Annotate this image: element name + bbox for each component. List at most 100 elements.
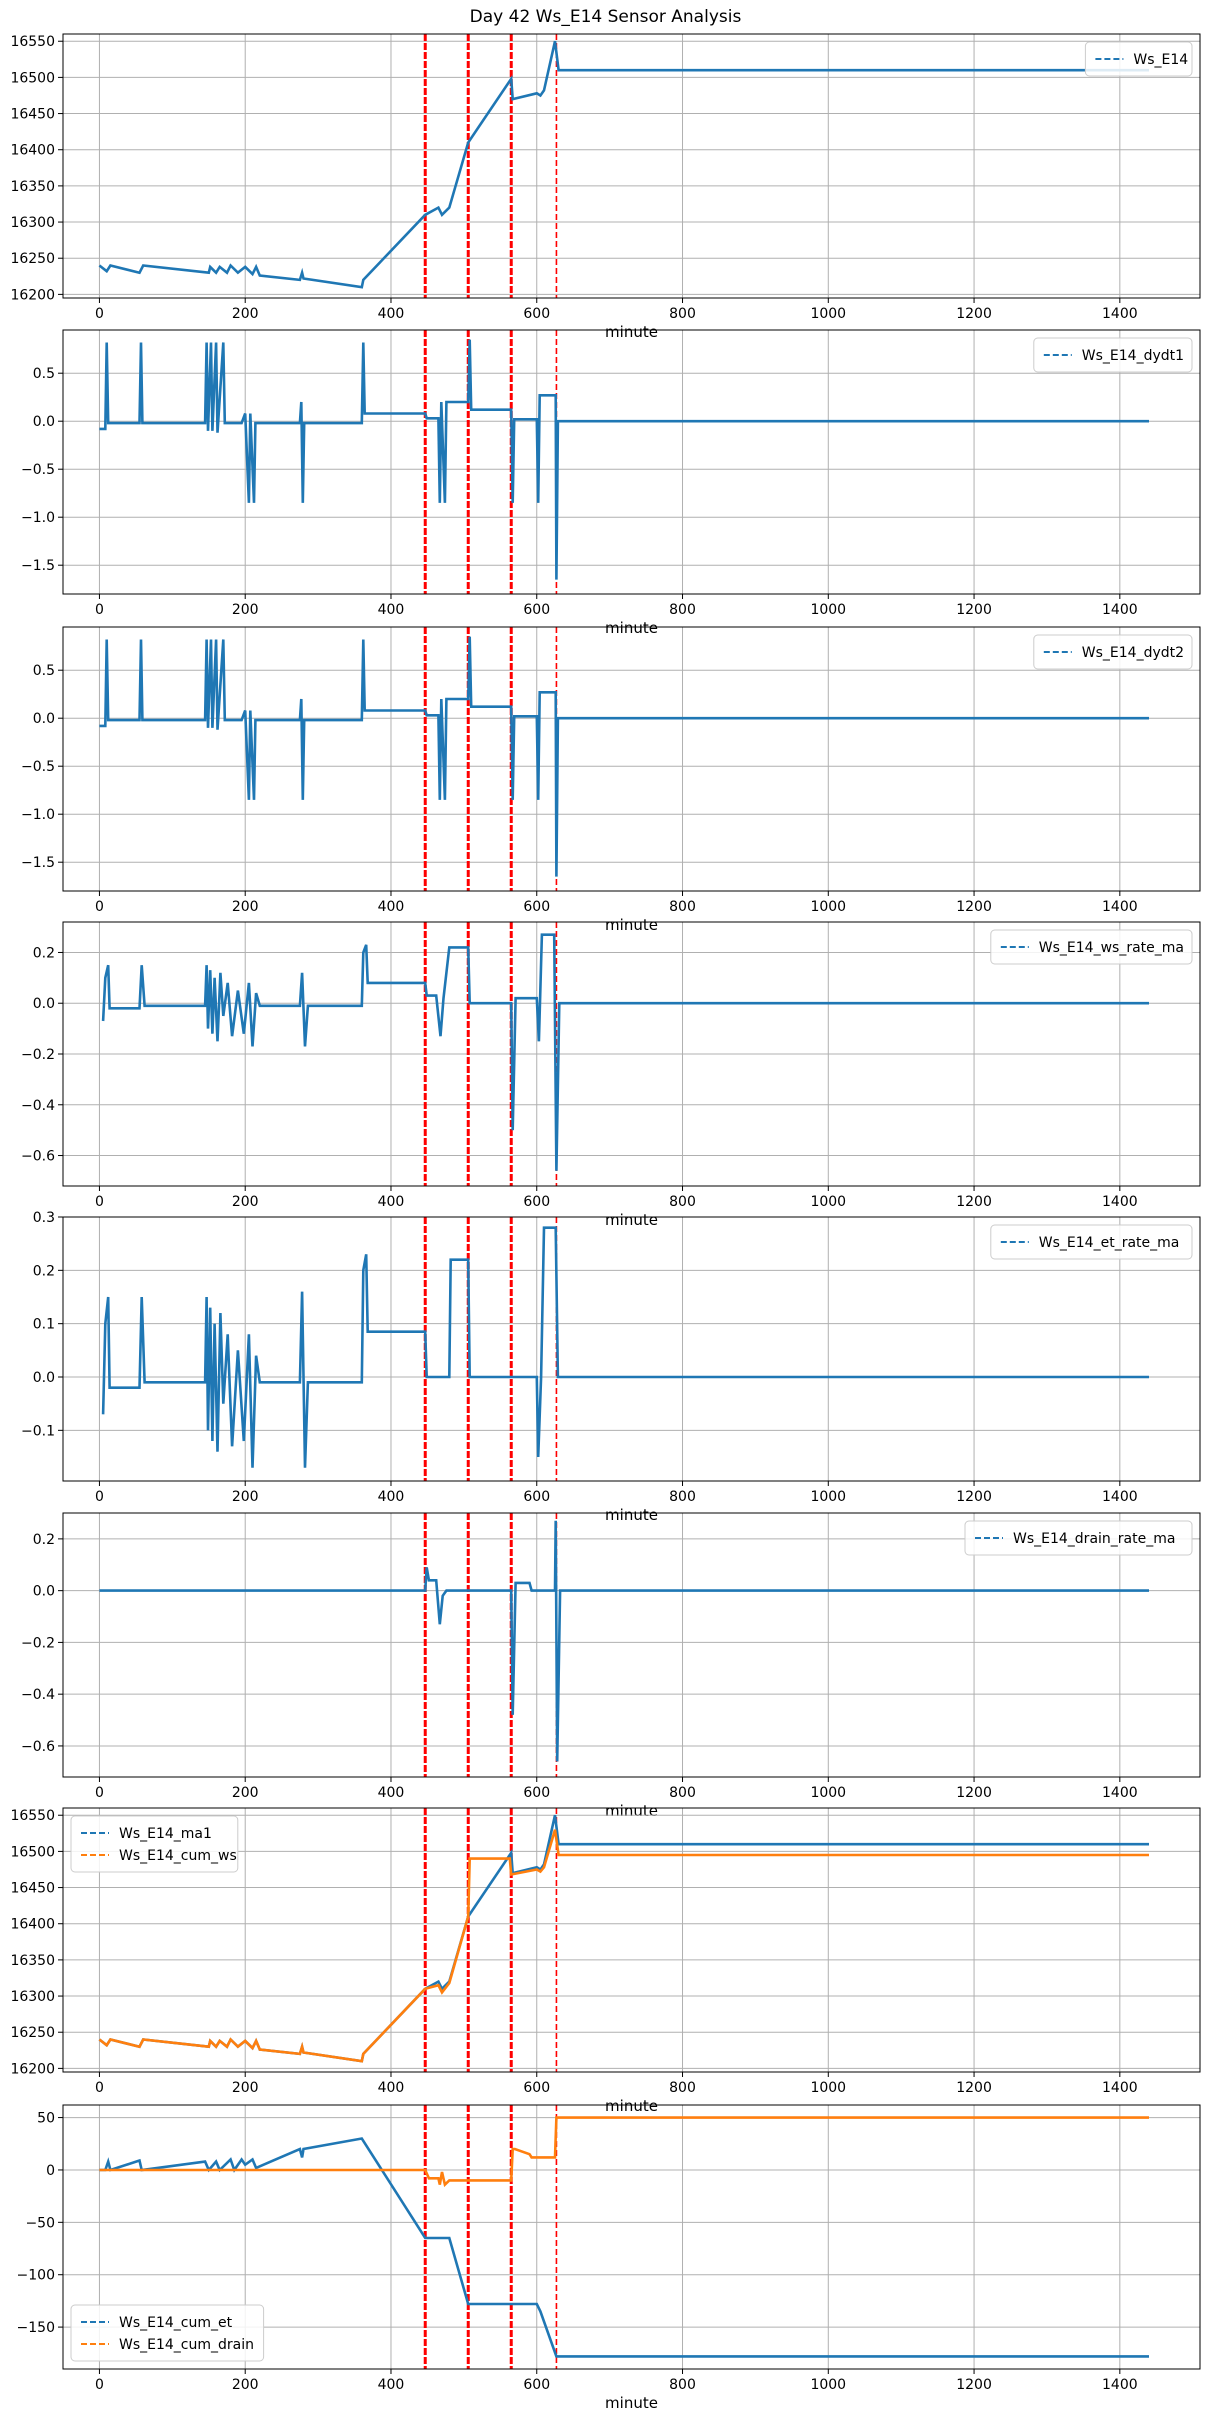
- chart-panel-8: 0 200 400 600 800 1000 1200 1400 −150 −100 −50 0 50 m…: [17, 2104, 1201, 2411]
- x-tick-label: 200: [232, 1489, 259, 1505]
- series-line-2: [98, 1829, 1149, 2063]
- x-tick-label: 1000: [810, 1194, 846, 1210]
- x-tick-label: 1200: [956, 602, 992, 618]
- legend: Ws_E14_dydt2: [1033, 634, 1193, 670]
- x-tick-label: 200: [232, 306, 259, 322]
- x-tick-label: 400: [378, 306, 405, 322]
- y-tick-label: 0.1: [33, 1317, 55, 1333]
- x-tick-label: 0: [95, 2080, 104, 2096]
- y-tick-label: 16250: [10, 251, 55, 267]
- y-tick-label: 0.2: [33, 945, 55, 961]
- x-tick-label: 400: [378, 899, 405, 915]
- legend: Ws_E14_dydt1: [1033, 337, 1193, 373]
- x-tick-label: 400: [378, 1785, 405, 1801]
- x-tick-label: 0: [95, 899, 104, 915]
- x-tick-label: 200: [232, 1785, 259, 1801]
- legend-label: Ws_E14_cum_et: [119, 2315, 233, 2331]
- x-tick-label: 800: [669, 602, 696, 618]
- y-tick-label: 0.0: [33, 996, 55, 1012]
- x-tick-label: 600: [523, 2080, 550, 2096]
- y-tick-label: −0.2: [21, 1635, 55, 1651]
- panels: 0 200 400 600 800 1000 1200 1400 16200 16250 16300…: [10, 33, 1201, 2411]
- legend-box: [70, 2304, 265, 2362]
- legend-label: Ws_E14_cum_drain: [119, 2337, 254, 2353]
- x-tick-label: 200: [232, 2377, 259, 2393]
- series-line-1: [101, 1226, 1149, 1468]
- x-tick-label: 1200: [956, 2377, 992, 2393]
- y-tick-label: −150: [17, 2320, 55, 2336]
- legend-label: Ws_E14_drain_rate_ma: [1013, 1531, 1175, 1547]
- y-tick-label: 50: [37, 2111, 55, 2127]
- series-line-2: [99, 2116, 1149, 2188]
- y-tick-label: 16550: [10, 34, 55, 50]
- y-tick-label: 0.0: [33, 711, 55, 727]
- chart-panel-2: 0 200 400 600 800 1000 1200 1400 −1.5 −1.0 −0.5 0.0…: [21, 329, 1201, 637]
- y-tick-label: 0.5: [33, 366, 55, 382]
- legend-label: Ws_E14_cum_ws: [119, 1848, 237, 1864]
- y-tick-label: 0.5: [33, 663, 55, 679]
- x-tick-label: 800: [669, 306, 696, 322]
- chart-panel-4: 0 200 400 600 800 1000 1200 1400 −0.6 −0.4 −0.2 0.0…: [21, 921, 1201, 1229]
- y-tick-label: 16300: [10, 1989, 55, 2005]
- x-tick-label: 400: [378, 2080, 405, 2096]
- x-tick-label: 1000: [810, 602, 846, 618]
- x-tick-label: 600: [523, 1194, 550, 1210]
- legend: Ws_E14_ws_rate_ma: [990, 929, 1193, 965]
- y-tick-label: 0.3: [33, 1210, 55, 1226]
- x-tick-label: 200: [232, 1194, 259, 1210]
- series-line-1: [99, 2137, 1149, 2358]
- y-tick-label: −100: [17, 2268, 55, 2284]
- x-tick-label: 600: [523, 899, 550, 915]
- x-tick-label: 200: [232, 602, 259, 618]
- y-tick-label: 16250: [10, 2025, 55, 2041]
- y-tick-label: −0.6: [21, 1149, 55, 1165]
- axes-frame: [62, 1807, 1201, 2073]
- x-tick-label: 0: [95, 1489, 104, 1505]
- x-tick-label: 0: [95, 1194, 104, 1210]
- y-tick-label: 16350: [10, 1953, 55, 1969]
- x-tick-label: 1400: [1102, 899, 1138, 915]
- chart-panel-5: 0 200 400 600 800 1000 1200 1400 −0.1 0.0 0.1 0.2 0.…: [21, 1210, 1201, 1524]
- x-tick-label: 800: [669, 1194, 696, 1210]
- x-tick-label: 1000: [810, 2080, 846, 2096]
- series-line-1: [99, 1520, 1149, 1762]
- y-tick-label: −0.1: [21, 1423, 55, 1439]
- x-tick-label: 1400: [1102, 602, 1138, 618]
- axes-frame: [62, 2104, 1201, 2370]
- y-tick-label: 16350: [10, 179, 55, 195]
- y-tick-label: 0: [46, 2163, 55, 2179]
- y-tick-label: 0.2: [33, 1532, 55, 1548]
- series-line-1: [98, 40, 1149, 289]
- x-tick-label: 0: [95, 1785, 104, 1801]
- x-tick-label: 800: [669, 1489, 696, 1505]
- x-tick-label: 1000: [810, 1489, 846, 1505]
- y-tick-label: −1.0: [21, 510, 55, 526]
- legend-box: [1033, 634, 1193, 670]
- x-tick-label: 600: [523, 306, 550, 322]
- x-tick-label: 1200: [956, 1489, 992, 1505]
- x-axis-label: minute: [605, 619, 658, 637]
- x-tick-label: 0: [95, 2377, 104, 2393]
- x-tick-label: 1200: [956, 2080, 992, 2096]
- x-tick-label: 1200: [956, 1785, 992, 1801]
- x-tick-label: 200: [232, 899, 259, 915]
- x-tick-label: 1000: [810, 306, 846, 322]
- x-tick-label: 0: [95, 602, 104, 618]
- y-tick-label: −1.0: [21, 807, 55, 823]
- y-tick-label: −0.6: [21, 1739, 55, 1755]
- x-tick-label: 400: [378, 1194, 405, 1210]
- chart-panel-7: 0 200 400 600 800 1000 1200 1400 16200 16250 16300…: [10, 1807, 1201, 2115]
- x-tick-label: 200: [232, 2080, 259, 2096]
- series-line-1: [99, 339, 1149, 580]
- x-tick-label: 1400: [1102, 306, 1138, 322]
- legend-label: Ws_E14: [1133, 52, 1188, 68]
- y-tick-label: 16200: [10, 287, 55, 303]
- x-tick-label: 600: [523, 1785, 550, 1801]
- y-tick-label: −1.5: [21, 558, 55, 574]
- figure-title: Day 42 Ws_E14 Sensor Analysis: [470, 7, 742, 27]
- x-tick-label: 800: [669, 2377, 696, 2393]
- x-tick-label: 600: [523, 602, 550, 618]
- x-tick-label: 1400: [1102, 1785, 1138, 1801]
- y-tick-label: 16300: [10, 215, 55, 231]
- x-tick-label: 400: [378, 2377, 405, 2393]
